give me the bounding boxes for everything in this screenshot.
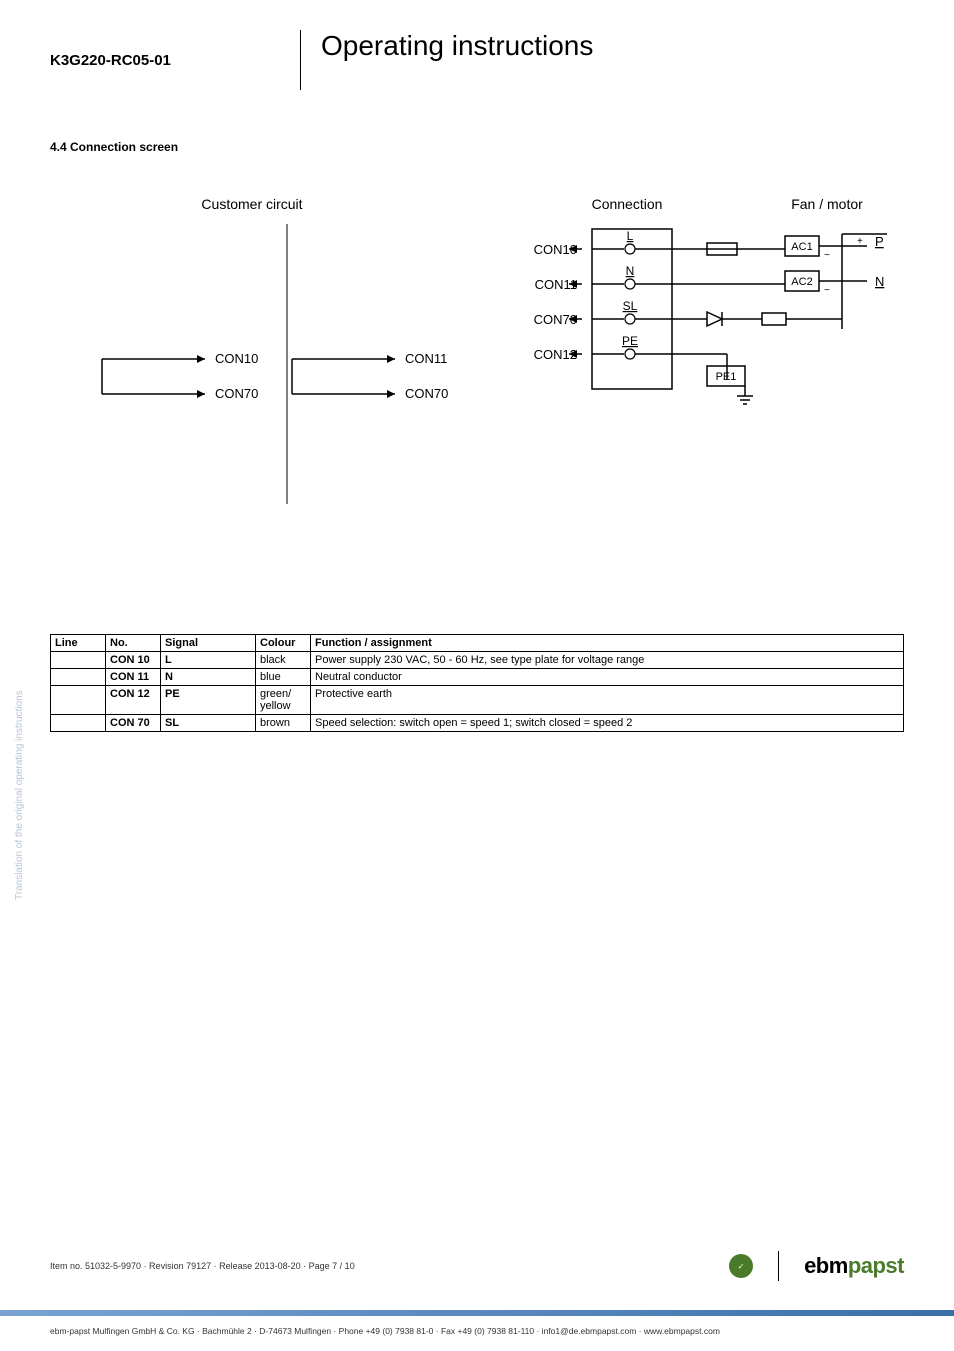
connection-diagram: Customer circuit CON10 CON70 (50, 184, 904, 524)
cell-colour: brown (256, 715, 311, 732)
cell-line (51, 715, 106, 732)
table-row: CON 10LblackPower supply 230 VAC, 50 - 6… (51, 652, 904, 669)
logo-papst: papst (848, 1253, 904, 1278)
cell-func: Power supply 230 VAC, 50 - 60 Hz, see ty… (311, 652, 904, 669)
cell-signal: SL (161, 715, 256, 732)
switch-2: CON11 CON70 (292, 351, 448, 401)
side-translation-note: Translation of the original operating in… (14, 690, 25, 900)
svg-text:PE1: PE1 (716, 371, 737, 383)
ebmpapst-logo: ebmpapst (804, 1253, 904, 1279)
product-code: K3G220-RC05-01 (50, 52, 300, 69)
switch-1: CON10 CON70 (102, 351, 258, 401)
cell-func: Neutral conductor (311, 669, 904, 686)
cell-func: Protective earth (311, 686, 904, 715)
svg-text:N: N (875, 274, 884, 289)
svg-text:CON11: CON11 (405, 351, 447, 366)
bottom-bar (0, 1310, 954, 1316)
bottom-company-info: ebm-papst Mulfingen GmbH & Co. KG · Bach… (50, 1326, 904, 1336)
connection-table: Line No. Signal Colour Function / assign… (50, 634, 904, 732)
cell-no: CON 11 (106, 669, 161, 686)
cell-line (51, 669, 106, 686)
cell-no: CON 12 (106, 686, 161, 715)
table-row: CON 12PEgreen/yellowProtective earth (51, 686, 904, 715)
header: K3G220-RC05-01 Operating instructions (50, 30, 904, 90)
svg-text:AC2: AC2 (791, 276, 812, 288)
svg-text:AC1: AC1 (791, 241, 812, 253)
th-func: Function / assignment (311, 635, 904, 652)
cell-no: CON 10 (106, 652, 161, 669)
th-colour: Colour (256, 635, 311, 652)
cell-colour: blue (256, 669, 311, 686)
svg-text:Fan / motor: Fan / motor (791, 196, 863, 212)
th-no: No. (106, 635, 161, 652)
cell-colour: black (256, 652, 311, 669)
table-row: CON 11NblueNeutral conductor (51, 669, 904, 686)
footer-item-info: Item no. 51032-5-9970 · Revision 79127 ·… (50, 1261, 355, 1271)
th-line: Line (51, 635, 106, 652)
cell-line (51, 686, 106, 715)
svg-text:Connection: Connection (592, 196, 663, 212)
svg-text:-: - (857, 273, 861, 287)
cell-func: Speed selection: switch open = speed 1; … (311, 715, 904, 732)
cell-colour: green/yellow (256, 686, 311, 715)
svg-text:CON10: CON10 (215, 351, 258, 366)
cell-signal: N (161, 669, 256, 686)
svg-text:SL: SL (623, 299, 638, 313)
svg-text:N: N (626, 264, 635, 278)
footer-divider (778, 1251, 779, 1281)
green-tech-badge-icon: ✓ (729, 1254, 753, 1278)
page-title: Operating instructions (321, 30, 593, 62)
title-block: Operating instructions (300, 30, 593, 90)
svg-text:~: ~ (824, 250, 830, 261)
th-signal: Signal (161, 635, 256, 652)
svg-text:CON70: CON70 (405, 386, 448, 401)
logo-ebm: ebm (804, 1253, 848, 1278)
section-heading: 4.4 Connection screen (50, 140, 904, 154)
cell-line (51, 652, 106, 669)
customer-circuit-label: Customer circuit (201, 196, 302, 212)
table-row: CON 70SLbrownSpeed selection: switch ope… (51, 715, 904, 732)
cell-signal: PE (161, 686, 256, 715)
svg-text:CON70: CON70 (215, 386, 258, 401)
svg-text:PE: PE (622, 334, 638, 348)
cell-no: CON 70 (106, 715, 161, 732)
cell-signal: L (161, 652, 256, 669)
footer: Item no. 51032-5-9970 · Revision 79127 ·… (50, 1251, 904, 1281)
svg-text:P: P (875, 234, 884, 249)
svg-text:L: L (627, 229, 634, 243)
svg-text:~: ~ (824, 285, 830, 296)
